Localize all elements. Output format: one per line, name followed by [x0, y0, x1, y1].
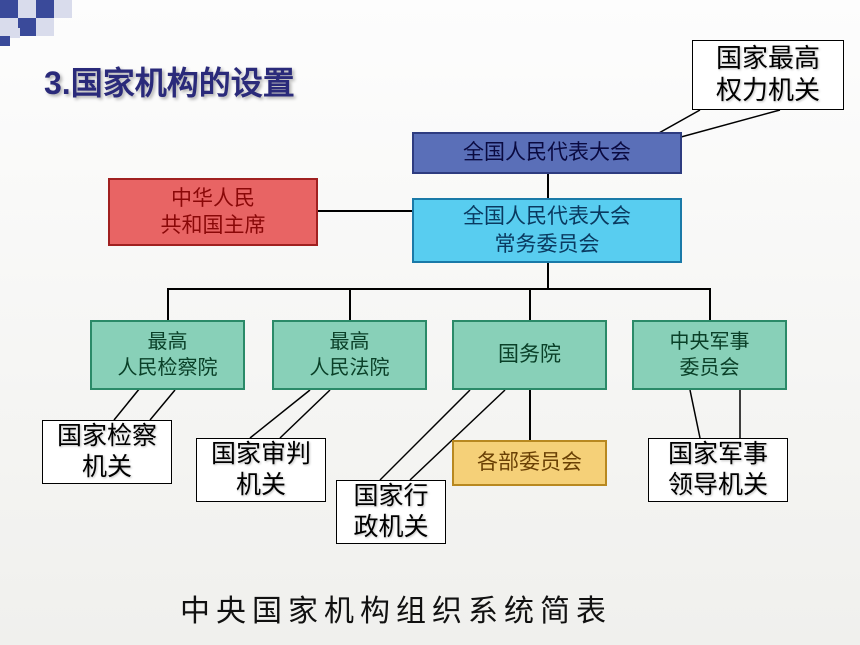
label-proc-l1: 国家检察 — [57, 421, 157, 452]
label-court-l1: 国家审判 — [211, 439, 311, 470]
node-npc: 全国人民代表大会 — [412, 132, 682, 174]
label-supreme-l2: 权力机关 — [716, 75, 820, 108]
label-cmc-l2: 领导机关 — [668, 470, 768, 501]
node-npcsc-l2: 常务委员会 — [495, 231, 600, 258]
label-admin-l1: 国家行 — [353, 481, 428, 512]
node-council-l1: 国务院 — [498, 341, 561, 368]
label-proc-l2: 机关 — [82, 452, 132, 483]
label-administrative: 国家行 政机关 — [336, 480, 446, 544]
node-procur-l1: 最高 — [148, 329, 188, 355]
node-cmc-l2: 委员会 — [680, 355, 740, 381]
node-procuratorate: 最高 人民检察院 — [90, 320, 245, 390]
node-court-l1: 最高 — [330, 329, 370, 355]
label-procuratorial: 国家检察 机关 — [42, 420, 172, 484]
node-court: 最高 人民法院 — [272, 320, 427, 390]
node-president-l1: 中华人民 — [171, 185, 255, 212]
caption-text: 中央国家机构组织系统简表 — [180, 595, 612, 628]
node-president-l2: 共和国主席 — [161, 212, 266, 239]
node-cmc: 中央军事 委员会 — [632, 320, 787, 390]
label-judicial: 国家审判 机关 — [196, 438, 326, 502]
node-ministries: 各部委员会 — [452, 440, 607, 486]
node-ministries-l1: 各部委员会 — [477, 449, 582, 476]
node-court-l2: 人民法院 — [310, 355, 390, 381]
label-court-l2: 机关 — [236, 470, 286, 501]
label-military: 国家军事 领导机关 — [648, 438, 788, 502]
node-npcsc: 全国人民代表大会 常务委员会 — [412, 198, 682, 263]
node-president: 中华人民 共和国主席 — [108, 178, 318, 246]
label-admin-l2: 政机关 — [353, 512, 428, 543]
node-npc-l1: 全国人民代表大会 — [463, 139, 631, 166]
node-cmc-l1: 中央军事 — [670, 329, 750, 355]
diagram-caption: 中央国家机构组织系统简表 — [180, 586, 612, 630]
label-cmc-l1: 国家军事 — [668, 439, 768, 470]
node-procur-l2: 人民检察院 — [118, 355, 218, 381]
label-supreme-l1: 国家最高 — [716, 43, 820, 76]
node-state-council: 国务院 — [452, 320, 607, 390]
label-supreme-power: 国家最高 权力机关 — [692, 40, 844, 110]
node-npcsc-l1: 全国人民代表大会 — [463, 203, 631, 230]
